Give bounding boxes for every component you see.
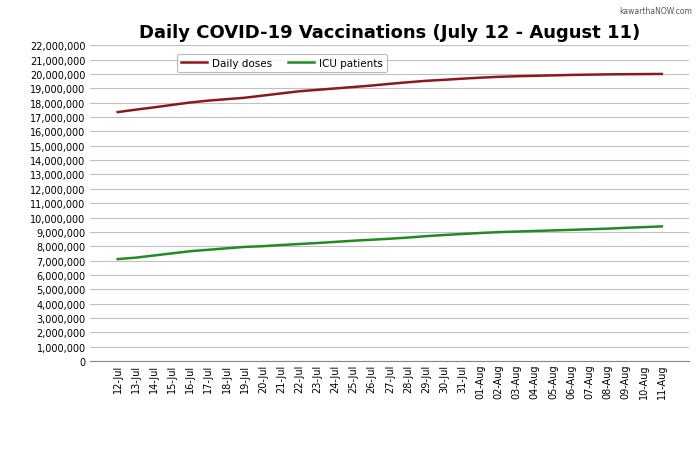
Daily doses bbox=[512, 74, 521, 80]
ICU patients bbox=[622, 225, 630, 231]
Daily doses bbox=[567, 73, 576, 79]
ICU patients bbox=[422, 234, 430, 239]
Daily doses bbox=[422, 79, 430, 84]
ICU patients bbox=[404, 235, 412, 241]
ICU patients bbox=[295, 242, 303, 247]
ICU patients bbox=[150, 253, 158, 259]
Daily doses bbox=[204, 99, 212, 104]
Daily doses bbox=[549, 74, 557, 79]
Daily doses bbox=[113, 110, 122, 116]
ICU patients bbox=[367, 238, 376, 243]
Daily doses bbox=[440, 78, 448, 83]
Daily doses bbox=[349, 85, 358, 91]
ICU patients bbox=[277, 243, 285, 248]
Daily doses bbox=[313, 88, 322, 94]
Legend: Daily doses, ICU patients: Daily doses, ICU patients bbox=[177, 55, 387, 73]
ICU patients bbox=[440, 233, 448, 238]
Daily doses bbox=[494, 75, 503, 81]
Daily doses bbox=[458, 77, 466, 82]
ICU patients bbox=[331, 239, 340, 245]
ICU patients bbox=[349, 238, 358, 244]
Daily doses bbox=[530, 74, 539, 80]
ICU patients bbox=[476, 231, 484, 236]
Daily doses bbox=[622, 72, 630, 78]
ICU patients bbox=[549, 228, 557, 234]
ICU patients bbox=[186, 249, 194, 255]
Daily doses bbox=[585, 73, 594, 78]
ICU patients bbox=[494, 230, 503, 235]
Daily doses bbox=[168, 103, 176, 108]
Daily doses bbox=[241, 96, 249, 101]
ICU patients bbox=[640, 225, 648, 231]
Daily doses bbox=[603, 72, 612, 78]
ICU patients bbox=[603, 226, 612, 232]
Daily doses bbox=[277, 92, 285, 97]
ICU patients bbox=[313, 241, 322, 246]
Title: Daily COVID-19 Vaccinations (July 12 - August 11): Daily COVID-19 Vaccinations (July 12 - A… bbox=[139, 24, 640, 42]
ICU patients bbox=[386, 237, 394, 242]
Daily doses bbox=[404, 80, 412, 86]
Daily doses bbox=[476, 76, 484, 81]
ICU patients bbox=[259, 244, 267, 250]
ICU patients bbox=[585, 227, 594, 232]
Daily doses bbox=[331, 87, 340, 92]
Daily doses bbox=[295, 89, 303, 95]
Daily doses bbox=[259, 94, 267, 99]
Daily doses bbox=[367, 84, 376, 89]
ICU patients bbox=[567, 227, 576, 233]
Daily doses bbox=[132, 107, 140, 113]
Daily doses bbox=[640, 72, 648, 78]
ICU patients bbox=[658, 224, 666, 230]
Daily doses bbox=[150, 106, 158, 111]
Line: ICU patients: ICU patients bbox=[118, 227, 662, 260]
ICU patients bbox=[204, 247, 212, 253]
Daily doses bbox=[186, 100, 194, 106]
ICU patients bbox=[512, 229, 521, 235]
ICU patients bbox=[168, 251, 176, 257]
ICU patients bbox=[132, 255, 140, 261]
Daily doses bbox=[386, 82, 394, 88]
ICU patients bbox=[458, 232, 466, 237]
ICU patients bbox=[222, 246, 230, 251]
ICU patients bbox=[530, 229, 539, 234]
Daily doses bbox=[222, 97, 230, 103]
ICU patients bbox=[113, 257, 122, 263]
Text: kawarthaNOW.com: kawarthaNOW.com bbox=[619, 7, 693, 16]
Daily doses bbox=[658, 72, 666, 78]
Line: Daily doses: Daily doses bbox=[118, 75, 662, 113]
ICU patients bbox=[241, 244, 249, 250]
